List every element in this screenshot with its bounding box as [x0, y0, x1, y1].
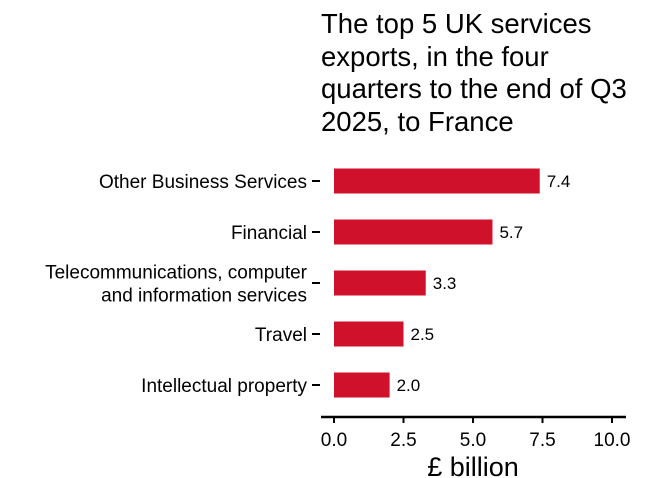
x-tick-label: 10.0 — [594, 430, 631, 451]
y-axis: Other Business Services Financial Telecomm… — [45, 172, 320, 397]
x-tick-label: 2.5 — [390, 430, 416, 451]
bar-value-label: 7.4 — [547, 172, 571, 191]
x-tick-label: 0.0 — [321, 430, 347, 451]
category-label: Financial — [231, 223, 307, 244]
bar — [334, 219, 493, 245]
value-labels-group: 7.4 5.7 3.3 2.5 2.0 — [397, 172, 571, 395]
category-label: Intellectual property — [141, 376, 307, 397]
category-label: Other Business Services — [99, 172, 307, 193]
bar-value-label: 2.5 — [411, 325, 435, 344]
x-tick-label: 5.0 — [460, 430, 486, 451]
bar — [334, 168, 540, 194]
bars-group — [334, 168, 540, 398]
chart-title: The top 5 UK services exports, in the fo… — [321, 8, 627, 137]
category-label: Travel — [255, 325, 307, 346]
category-label: Telecommunications, computer and informat… — [45, 263, 308, 307]
x-axis: 0.0 2.5 5.0 7.5 10.0 — [321, 415, 631, 451]
x-axis-title: £ billion — [427, 452, 519, 478]
x-tick-label: 7.5 — [529, 430, 555, 451]
bar — [334, 270, 426, 296]
bar-value-label: 3.3 — [433, 274, 457, 293]
bar — [334, 321, 404, 347]
bar — [334, 372, 390, 398]
bar-value-label: 2.0 — [397, 376, 421, 395]
bar-value-label: 5.7 — [499, 223, 523, 242]
